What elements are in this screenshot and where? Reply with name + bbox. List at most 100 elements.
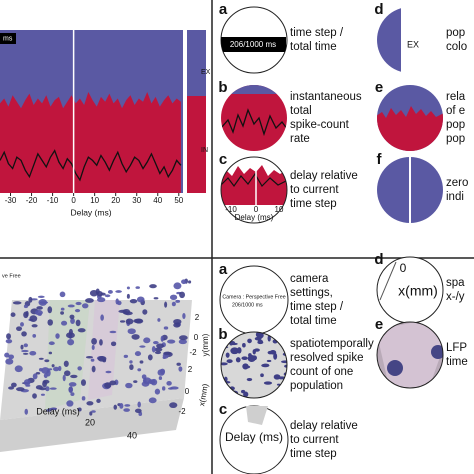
blob [91, 344, 95, 351]
blob [269, 350, 277, 355]
blob [119, 320, 126, 323]
blob [59, 291, 66, 298]
panel-letter: d [374, 1, 383, 18]
blob [22, 352, 29, 355]
axis-tick: 0 [194, 333, 199, 342]
blob [46, 408, 52, 412]
blob [119, 403, 124, 409]
blob [134, 408, 142, 414]
blob [8, 386, 15, 390]
blob [77, 366, 82, 371]
blob [38, 368, 43, 372]
blob [40, 393, 45, 396]
blob [95, 288, 100, 295]
blob [75, 301, 82, 306]
blob [163, 326, 169, 330]
axis-tick: 2 [188, 365, 193, 374]
blob [126, 293, 130, 299]
panel-description: count of one [290, 366, 353, 378]
blob [99, 339, 103, 346]
blob [21, 331, 27, 337]
blob [188, 280, 192, 284]
blob [235, 357, 241, 363]
blob [266, 359, 272, 362]
blob [139, 360, 144, 364]
blob [143, 377, 147, 383]
inset-text: Delay (ms) [225, 430, 283, 444]
blob [113, 404, 118, 410]
blob [77, 407, 82, 412]
inset-text: Delay (ms) [235, 213, 274, 222]
blob [14, 365, 23, 373]
blob [143, 337, 151, 344]
blob [243, 365, 251, 369]
blob [125, 318, 134, 325]
axis-tick: -2 [178, 407, 186, 416]
x-tick-label: 30 [132, 196, 141, 205]
blob [60, 311, 65, 315]
blob [90, 358, 95, 362]
badge-box [0, 33, 16, 44]
panel-description: spa [446, 277, 465, 289]
panel-letter: b [218, 326, 227, 343]
blob [115, 298, 119, 305]
panel-description: pop [446, 133, 465, 145]
badge: ms [3, 35, 13, 42]
blob [160, 335, 164, 342]
blob [32, 373, 38, 380]
blob [91, 338, 97, 345]
blob [60, 307, 65, 311]
blob [283, 372, 287, 377]
blob [178, 366, 183, 372]
blob [110, 341, 117, 347]
blob [91, 365, 96, 373]
blob [62, 374, 66, 382]
panel-description: total time [290, 315, 337, 327]
blob [66, 332, 75, 339]
inset-blob [387, 360, 403, 376]
inset-fill [221, 165, 287, 205]
blob [164, 301, 168, 308]
blob [8, 354, 15, 360]
blob [169, 294, 178, 301]
blob [126, 286, 130, 290]
blob [23, 379, 31, 386]
blob [156, 343, 165, 349]
inset-fill [377, 106, 443, 151]
blob [96, 398, 101, 403]
panel-description: x-/y [446, 291, 465, 303]
panel-description: colo [446, 41, 467, 53]
blob [123, 408, 130, 412]
blob [70, 392, 75, 396]
blob [236, 347, 242, 354]
inset-fill [221, 85, 287, 94]
inset-outline [220, 156, 288, 224]
blob [25, 310, 29, 317]
blob [69, 314, 75, 320]
blob [32, 393, 37, 399]
blob [5, 339, 13, 344]
blob [169, 402, 178, 409]
panel-letter: b [218, 79, 227, 96]
panel-description: time step / [290, 301, 344, 313]
blob [35, 385, 43, 390]
blob [49, 387, 57, 390]
panel-letter: a [219, 1, 228, 18]
x-tick-label: -20 [26, 196, 38, 205]
blob [20, 344, 24, 350]
blob [154, 347, 163, 352]
camera-label: ve Free [2, 273, 21, 279]
blob [176, 362, 181, 366]
spike-blobs [221, 332, 287, 398]
panel-letter: d [374, 251, 383, 268]
blob [70, 374, 78, 379]
blob [246, 377, 253, 382]
blob [137, 368, 142, 372]
inset-text: Camera : Perspective Free [222, 294, 285, 300]
blob [16, 326, 23, 332]
blob [39, 301, 49, 304]
blob [68, 386, 74, 394]
blob [154, 388, 161, 395]
panel-description: total [290, 105, 312, 117]
